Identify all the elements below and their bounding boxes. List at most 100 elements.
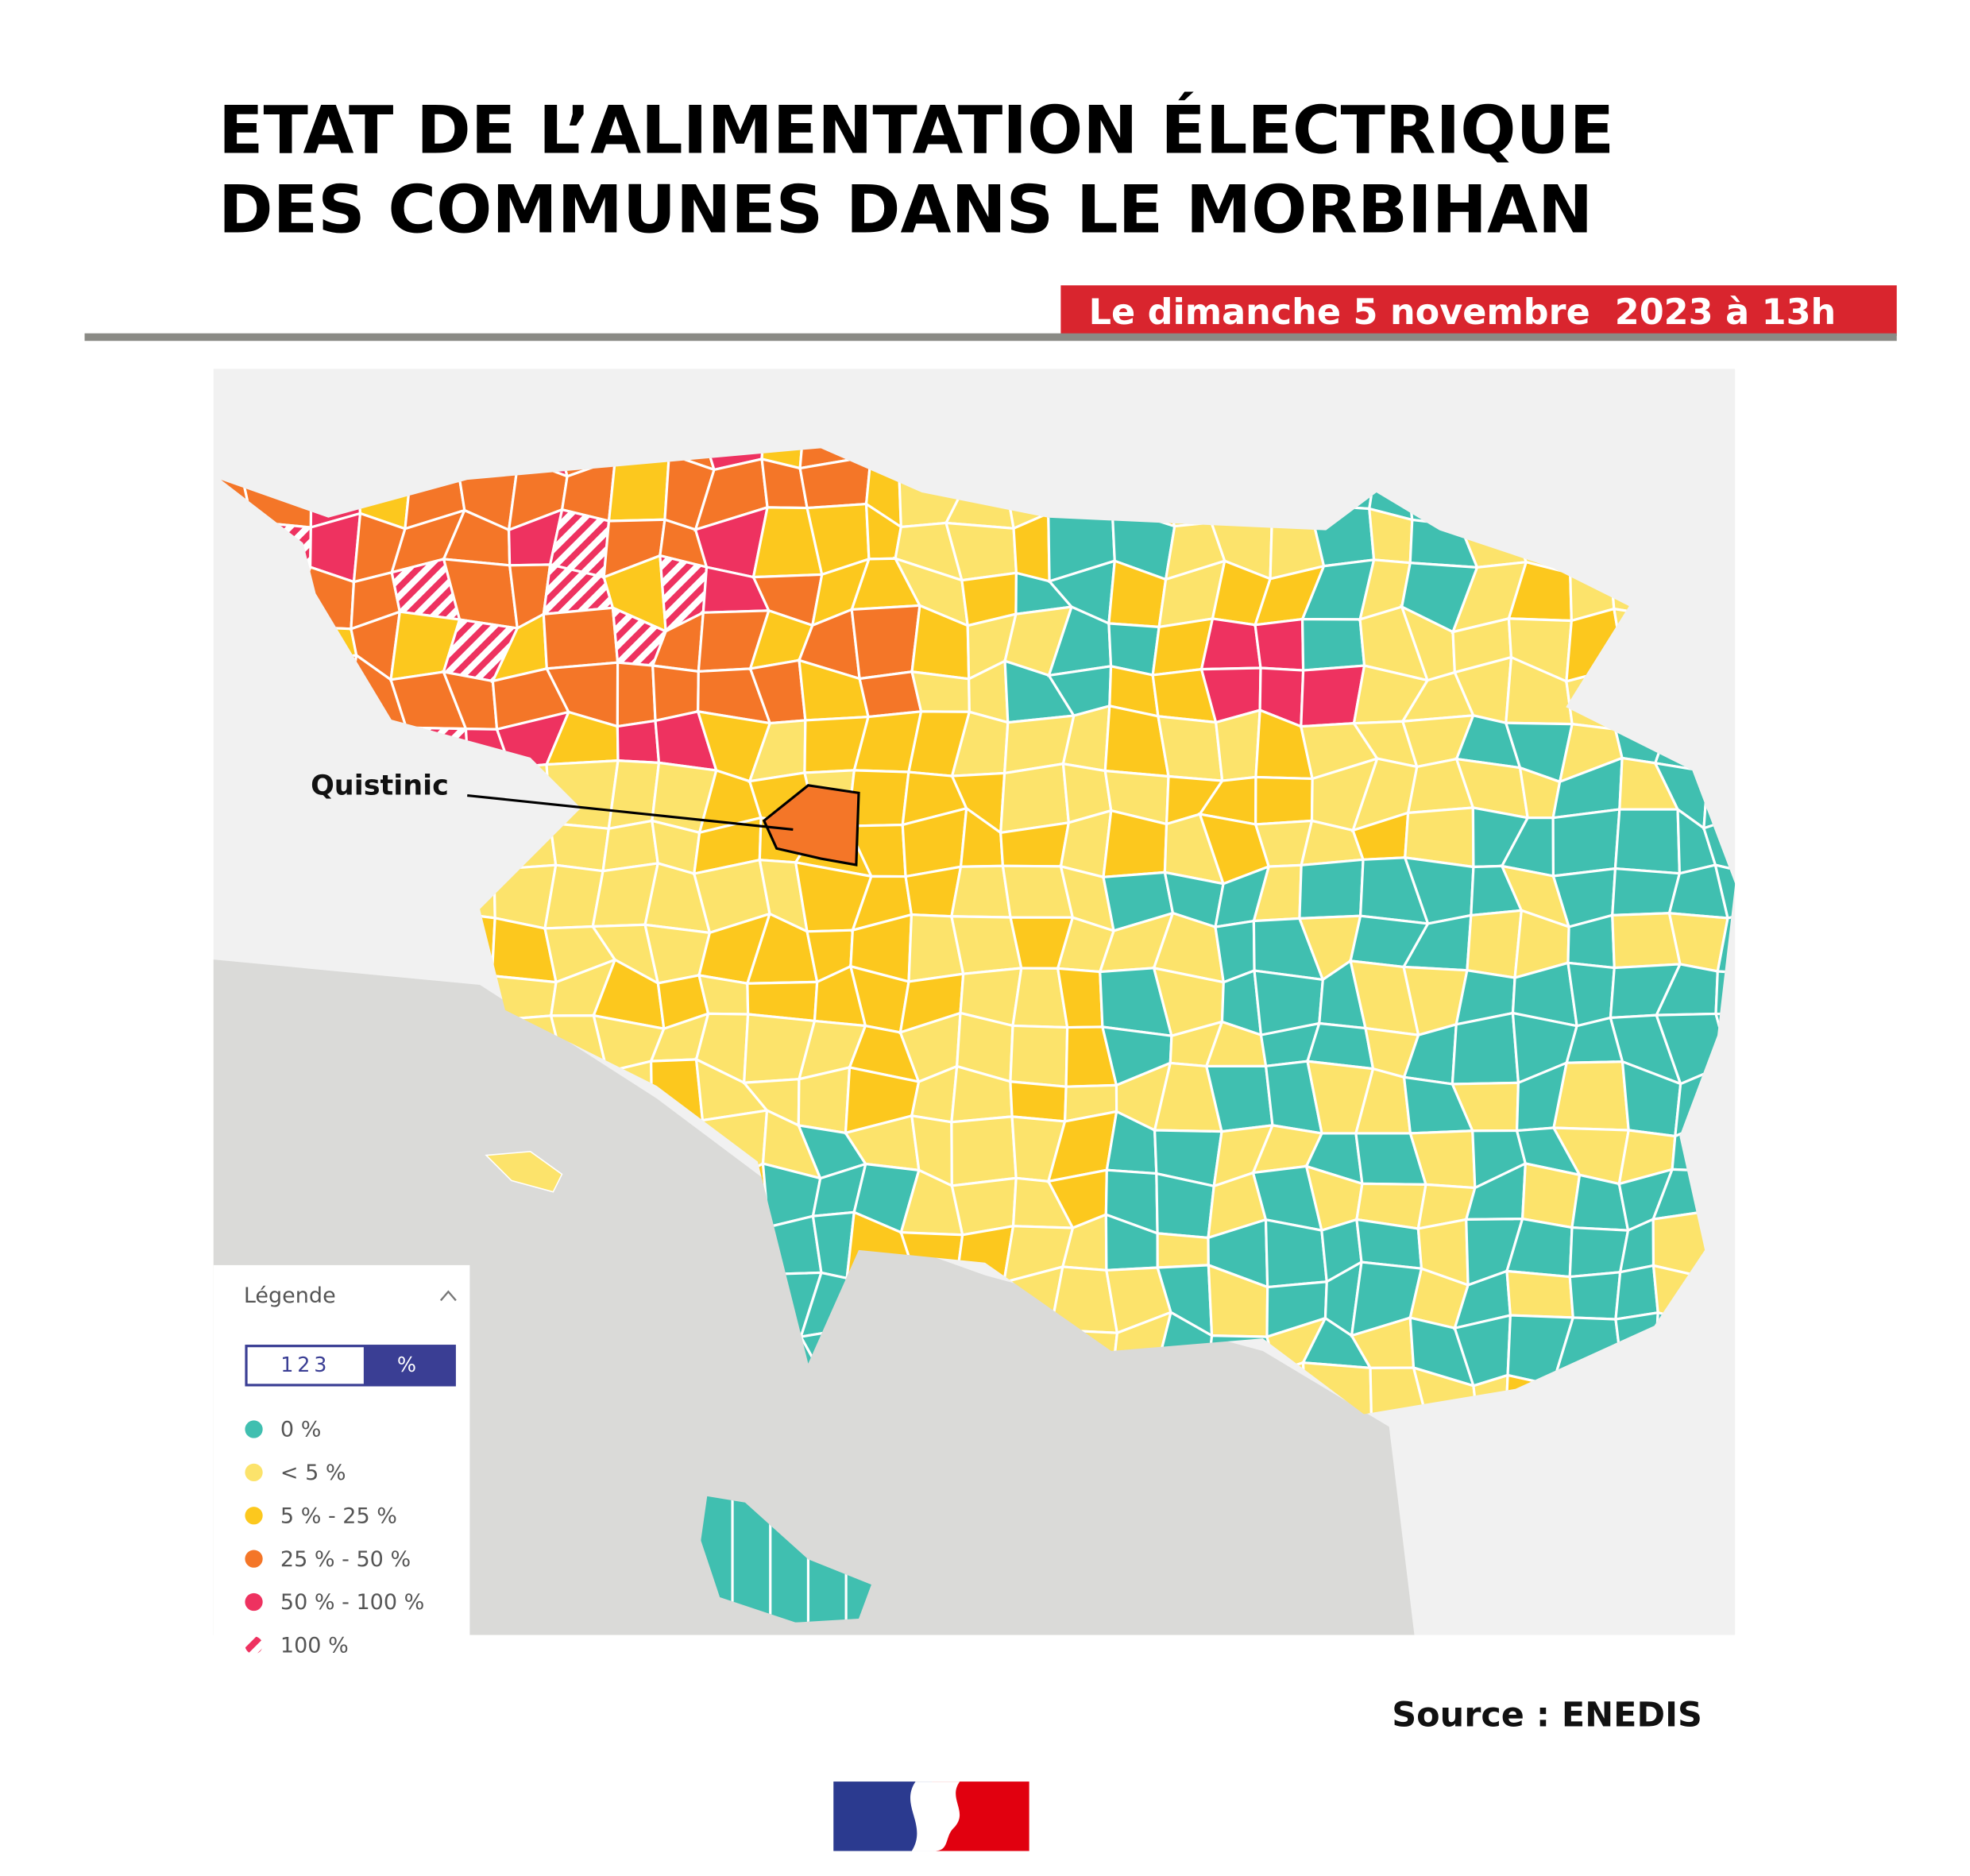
commune <box>949 864 1012 919</box>
commune <box>1264 1218 1329 1289</box>
commune <box>1778 908 1828 982</box>
commune <box>1767 1277 1817 1339</box>
legend-label: 25 % - 50 % <box>280 1547 411 1572</box>
legend-swatch <box>245 1507 263 1525</box>
commune <box>1568 1226 1630 1279</box>
commune <box>1157 715 1224 782</box>
commune <box>731 1496 774 1623</box>
commune <box>858 670 923 719</box>
commune <box>454 1635 513 1687</box>
toggle-label[interactable]: % <box>397 1353 416 1376</box>
legend-swatch <box>245 1550 263 1568</box>
commune <box>1763 409 1813 477</box>
commune <box>1566 961 1616 1028</box>
commune <box>400 1636 466 1687</box>
commune <box>1769 875 1821 922</box>
map: Quistinic <box>213 369 1831 1692</box>
legend-label: 100 % <box>280 1633 349 1658</box>
commune <box>542 606 620 670</box>
toggle-active[interactable] <box>363 1345 455 1385</box>
commune <box>1766 1067 1826 1121</box>
commune <box>1613 808 1682 875</box>
legend <box>213 1264 470 1635</box>
legend-label: < 5 % <box>280 1461 346 1485</box>
source: Source : ENEDIS <box>1392 1696 1702 1735</box>
commune <box>1450 1011 1520 1086</box>
commune <box>1520 1162 1582 1229</box>
commune <box>1767 727 1809 784</box>
legend-label: 50 % - 100 % <box>280 1590 424 1615</box>
commune <box>1298 858 1365 921</box>
commune <box>1048 1642 1107 1686</box>
title-line: DES COMMUNES DANS LE MORBIHAN <box>218 172 1593 249</box>
commune <box>1713 863 1736 920</box>
commune <box>797 1065 852 1135</box>
commune <box>1756 1537 1829 1580</box>
commune <box>1767 662 1824 729</box>
commune <box>1009 1080 1068 1123</box>
commune <box>1614 1264 1659 1321</box>
commune <box>1779 528 1820 573</box>
date-banner <box>1060 285 1897 336</box>
commune <box>1300 618 1366 672</box>
commune <box>548 821 611 873</box>
legend-label: 5 % - 25 % <box>280 1504 397 1528</box>
commune <box>1756 1469 1818 1541</box>
commune <box>1761 1115 1826 1188</box>
commune <box>1767 1425 1825 1480</box>
commune <box>616 719 661 765</box>
commune <box>1771 465 1820 531</box>
legend-swatch <box>245 1420 263 1438</box>
commune <box>1767 557 1827 630</box>
commune <box>649 1632 713 1689</box>
commune <box>1763 774 1831 810</box>
commune <box>910 670 971 713</box>
commune <box>1761 1183 1818 1227</box>
commune <box>616 661 657 728</box>
commune <box>1155 1172 1215 1240</box>
commune <box>950 1115 1018 1187</box>
commune <box>710 1641 766 1689</box>
commune <box>342 1639 405 1682</box>
commune <box>1505 1269 1575 1319</box>
date: Le dimanche 5 novembre 2023 à 13h <box>1089 292 1837 333</box>
legend-swatch <box>245 1636 263 1654</box>
collapse-icon[interactable] <box>439 1290 457 1302</box>
commune <box>1762 1621 1830 1692</box>
commune <box>1355 1218 1423 1270</box>
annotation-line <box>467 793 794 832</box>
commune <box>697 973 750 1016</box>
title-line: ETAT DE L’ALIMENTATION ÉLECTRIQUE <box>218 93 1614 169</box>
commune <box>1253 617 1305 672</box>
island <box>485 1151 563 1193</box>
commune <box>1781 975 1827 1015</box>
commune <box>1568 1270 1622 1321</box>
commune <box>850 604 921 681</box>
legend-label: 0 % <box>280 1418 321 1442</box>
logo-profile <box>910 1781 960 1851</box>
commune <box>1009 1024 1069 1088</box>
legend-title: Légende <box>244 1283 336 1308</box>
commune <box>1767 608 1827 676</box>
commune <box>1765 1382 1825 1437</box>
commune <box>1558 1633 1626 1681</box>
annotation: Quistinic <box>311 770 449 801</box>
toggle-label[interactable]: 123 <box>280 1353 330 1376</box>
commune <box>1199 617 1262 671</box>
commune <box>1214 708 1261 782</box>
commune <box>1764 1214 1818 1285</box>
commune <box>999 762 1071 835</box>
commune <box>1552 1060 1630 1132</box>
commune <box>1765 1336 1817 1385</box>
commune <box>1770 1011 1822 1071</box>
commune <box>1551 808 1621 878</box>
rule <box>84 333 1897 342</box>
legend-swatch <box>245 1463 263 1482</box>
commune <box>1102 809 1168 879</box>
commune <box>1156 1232 1210 1269</box>
commune <box>1254 775 1314 826</box>
commune <box>1466 909 1524 979</box>
legend-swatch <box>245 1592 263 1612</box>
commune <box>1763 809 1831 878</box>
